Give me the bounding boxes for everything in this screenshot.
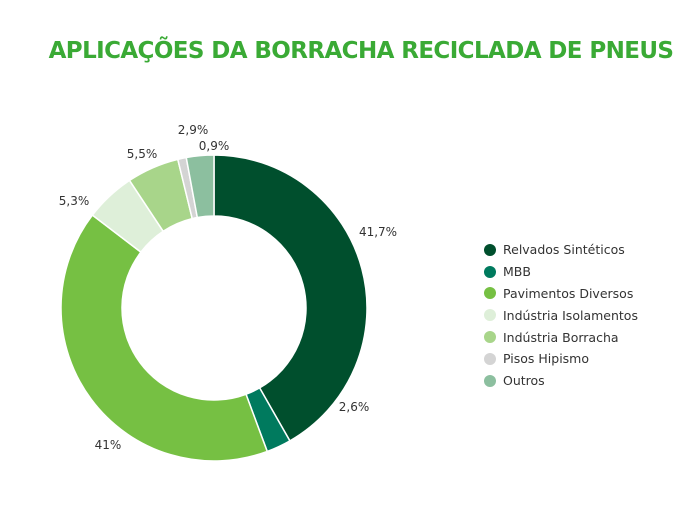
legend-item: Indústria Isolamentos [484, 304, 638, 326]
legend-item: Relvados Sintéticos [484, 239, 638, 261]
legend-label: Indústria Isolamentos [503, 307, 638, 323]
slice-pavimentos-diversos [60, 214, 269, 462]
legend-swatch [484, 352, 496, 365]
legend-label: Outros [503, 373, 545, 389]
data-label-ind-stria-borracha: 5,5% [127, 147, 158, 161]
legend-swatch [484, 374, 496, 387]
data-label-relvados-sint-ticos: 41,7% [359, 225, 397, 239]
legend-item: Pavimentos Diversos [484, 283, 638, 305]
legend-label: MBB [503, 264, 531, 280]
legend-label: Pisos Hipismo [503, 351, 589, 367]
legend-swatch [484, 331, 496, 344]
legend-item: Indústria Borracha [484, 326, 638, 348]
legend-swatch [484, 287, 496, 300]
legend-swatch [484, 243, 496, 256]
legend-item: Outros [484, 370, 638, 392]
legend-swatch [484, 309, 496, 322]
data-label-mbb: 2,6% [339, 400, 370, 414]
legend-label: Indústria Borracha [503, 329, 619, 345]
data-label-outros: 2,9% [178, 123, 209, 137]
data-label-pavimentos-diversos: 41% [95, 438, 122, 452]
data-label-ind-stria-isolamentos: 5,3% [59, 194, 90, 208]
chart-title: APLICAÇÕES DA BORRACHA RECICLADA DE PNEU… [48, 38, 674, 64]
legend-item: MBB [484, 261, 638, 283]
legend-label: Pavimentos Diversos [503, 285, 634, 301]
legend-label: Relvados Sintéticos [503, 242, 625, 258]
legend-swatch [484, 265, 496, 278]
slice-relvados-sint-ticos [213, 154, 368, 442]
chart-legend: Relvados Sintéticos MBB Pavimentos Diverso… [484, 239, 638, 392]
legend-item: Pisos Hipismo [484, 348, 638, 370]
slice-outros [185, 154, 215, 219]
data-label-pisos-hipismo: 0,9% [199, 139, 230, 153]
